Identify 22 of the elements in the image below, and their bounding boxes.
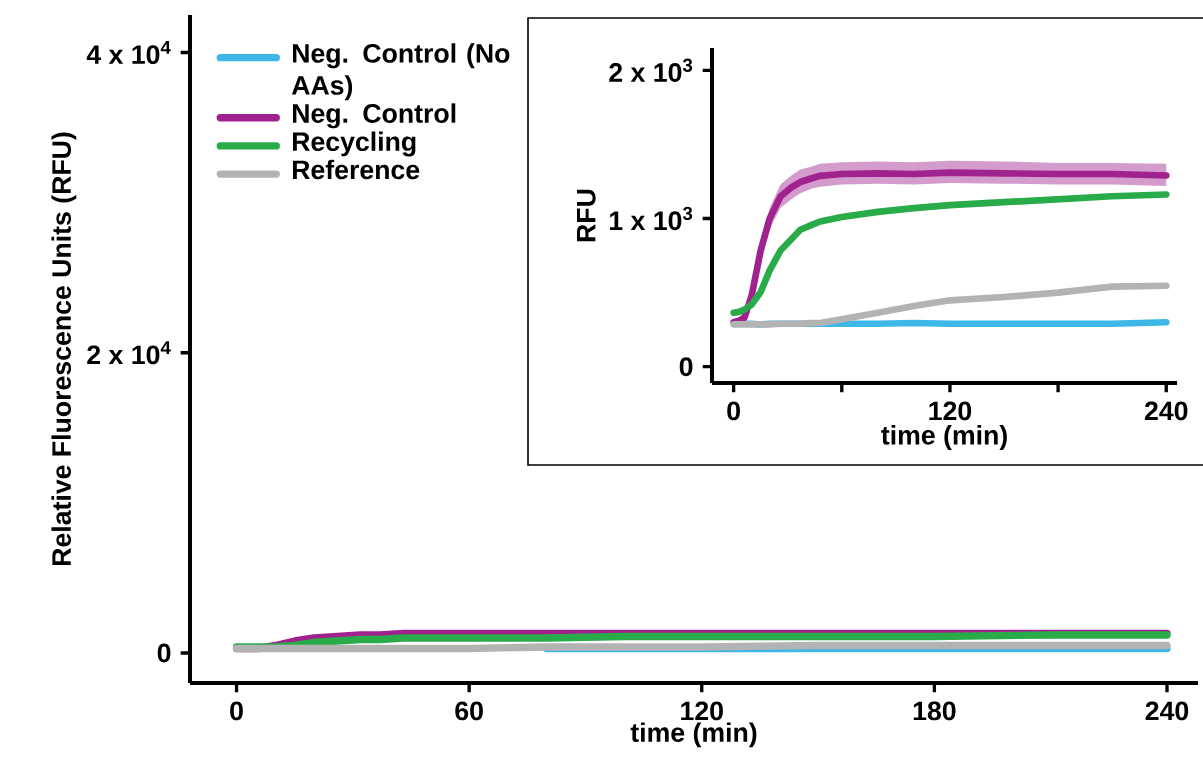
- legend-label: Neg. Control (No AAs): [291, 43, 510, 101]
- x-tick-label: 60: [455, 701, 483, 721]
- x-axis-title: time (min): [881, 425, 1007, 450]
- y-axis-title: RFU: [577, 189, 596, 242]
- x-tick-label: 180: [913, 701, 956, 721]
- x-tick-label: 120: [929, 401, 972, 421]
- y-tick-label: 0: [679, 357, 693, 377]
- y-tick-label: 2 x 10$^{4}$: [87, 341, 171, 365]
- y-tick-label: 2 x 10$^{3}$: [609, 58, 693, 82]
- y-tick-label: 1 x 10$^{3}$: [610, 206, 693, 231]
- x-tick-label: 240: [1144, 401, 1188, 421]
- x-tick-label: 240: [1145, 701, 1189, 721]
- y-tick-label: 4 x 10$^{4}$: [86, 40, 171, 65]
- legend-label: Reference: [292, 159, 420, 180]
- legend-label: Neg. Control: [292, 103, 456, 129]
- x-tick-label: 0: [230, 701, 243, 721]
- y-axis-title: Relative Fluorescence Units (RFU): [51, 132, 77, 566]
- x-tick-label: 0: [727, 401, 740, 421]
- x-tick-label: 120: [681, 701, 723, 721]
- y-tick-label: 0: [157, 643, 171, 663]
- x-axis-title: time (min): [630, 722, 757, 748]
- legend-label: Recycling: [292, 131, 416, 157]
